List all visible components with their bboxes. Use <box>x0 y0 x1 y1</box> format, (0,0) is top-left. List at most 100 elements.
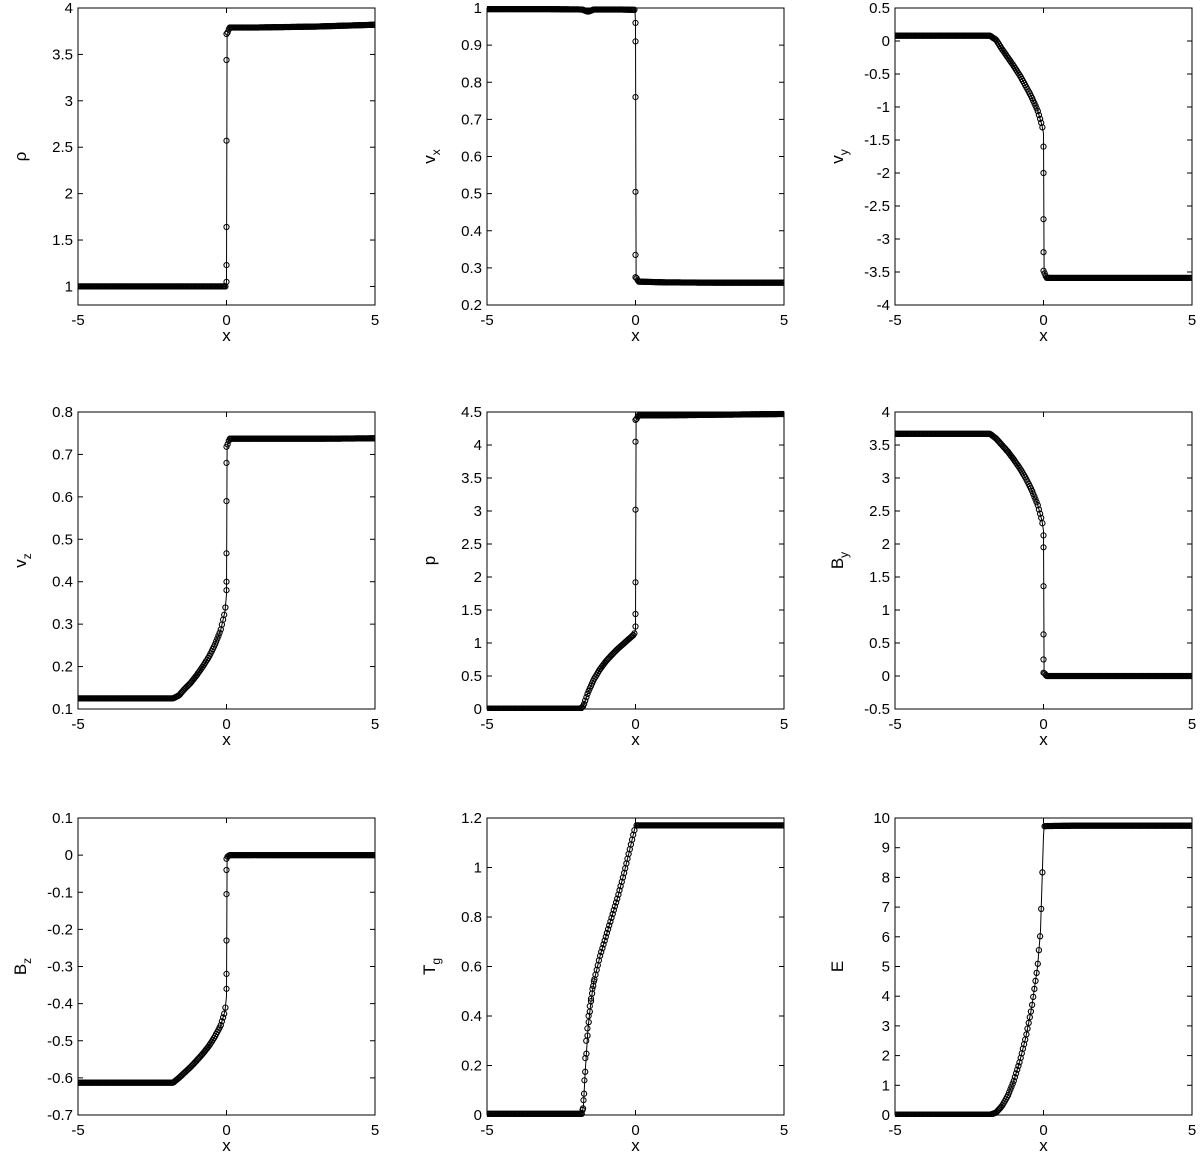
data-point <box>583 1037 590 1044</box>
series-line <box>78 437 375 699</box>
x-tick-label: -5 <box>71 716 84 733</box>
y-tick-label: 0 <box>882 668 890 685</box>
data-point <box>223 855 230 862</box>
data-point <box>1036 510 1044 517</box>
y-tick-label: 3 <box>474 503 482 520</box>
y-tick-label: 2 <box>882 1048 890 1065</box>
panel-p: -5 0 500.511.522.533.544.5xp <box>420 404 788 749</box>
data-point <box>223 443 230 450</box>
data-point <box>1036 115 1044 123</box>
panel-bz: -5 0 5 -0.7 -0.6 -0.5 -0.4 -0.3 -0.2 -0.1 0 0.1 x Bz <box>11 810 379 1155</box>
data-point <box>612 899 620 906</box>
y-axis-label: E <box>828 961 847 972</box>
data-point <box>219 1014 227 1021</box>
y-tick-label: 3.5 <box>461 470 482 487</box>
y-tick-label: 0.6 <box>461 959 482 976</box>
x-tick-label: -5 <box>480 1122 493 1139</box>
data-point <box>582 1055 589 1062</box>
y-tick-label: 0 <box>474 1107 482 1124</box>
data-point <box>223 30 230 38</box>
data-point <box>596 952 604 959</box>
series-line <box>78 24 375 287</box>
data-point <box>211 641 219 648</box>
data-point <box>1004 1091 1012 1099</box>
data-point <box>224 29 231 36</box>
data-point <box>611 903 619 910</box>
data-point <box>583 694 590 701</box>
x-tick-label: -5 <box>888 716 901 733</box>
y-tick-label: 0.3 <box>461 260 482 277</box>
y-tick-label: 0.2 <box>52 659 73 676</box>
y-tick-label: 0.5 <box>869 635 890 652</box>
data-point <box>1034 502 1041 509</box>
y-tick-label: 8 <box>882 869 890 886</box>
data-point <box>1035 506 1043 513</box>
y-tick-label: 3.5 <box>52 46 73 63</box>
data-point <box>1034 107 1041 115</box>
y-tick-label: 7 <box>882 899 890 916</box>
data-point <box>1012 1070 1020 1077</box>
series-line <box>487 8 784 284</box>
x-axis-label: x <box>222 326 231 345</box>
x-axis-label: x <box>631 1136 640 1155</box>
y-axis-label-subscript: g <box>429 958 443 965</box>
data-point <box>598 948 605 956</box>
x-tick-label: -5 <box>71 1122 84 1139</box>
y-tick-label: 3.5 <box>869 437 890 454</box>
y-tick-label: 0.8 <box>461 909 482 926</box>
x-tick-label: 5 <box>780 312 788 329</box>
y-tick-label: 0.1 <box>52 810 73 827</box>
y-tick-label: 0 <box>65 847 73 864</box>
x-tick-label: 5 <box>371 1122 379 1139</box>
y-tick-label: 3 <box>65 93 73 110</box>
data-point <box>606 922 613 929</box>
y-tick-label: 0.4 <box>461 223 482 240</box>
x-tick-label: 5 <box>780 1122 788 1139</box>
data-point <box>1032 496 1039 503</box>
y-tick-label: 4 <box>882 404 890 421</box>
data-point <box>1011 1073 1019 1081</box>
y-tick-label: -0.7 <box>47 1107 73 1124</box>
x-tick-label: 0 <box>631 312 639 329</box>
y-tick-label: 0.2 <box>461 1058 482 1075</box>
data-point <box>632 416 639 423</box>
data-point <box>218 1018 226 1025</box>
y-tick-label: 2.5 <box>461 536 482 553</box>
x-tick-label: 0 <box>631 716 639 733</box>
data-point <box>608 914 615 921</box>
x-tick-label: 0 <box>222 716 230 733</box>
data-point <box>1040 656 1047 663</box>
y-axis-label: ρ <box>11 152 30 162</box>
series-line <box>78 854 375 1084</box>
data-point <box>1035 111 1043 119</box>
y-tick-label: 1.2 <box>461 810 482 827</box>
panel-rho: -5 0 5 1 1.5 2 2.5 3 3.5 4 x ρ <box>11 0 379 345</box>
y-tick-label: 4.5 <box>461 404 482 421</box>
data-markers <box>895 822 1192 1117</box>
y-axis-label-subscript: z <box>20 958 34 964</box>
y-axis-label: vx <box>420 149 443 164</box>
x-tick-label: 0 <box>631 1122 639 1139</box>
plot-frame <box>486 817 785 1116</box>
data-point <box>602 933 609 940</box>
y-tick-label: 1 <box>474 635 482 652</box>
y-tick-label: 0.7 <box>461 111 482 128</box>
plot-area <box>487 410 784 711</box>
y-tick-label: 1 <box>882 602 890 619</box>
data-point <box>221 611 228 618</box>
y-tick-label: -0.2 <box>47 921 73 938</box>
x-tick-label: 0 <box>1039 1122 1047 1139</box>
plot-area <box>895 430 1192 680</box>
plot-area <box>487 6 784 286</box>
data-point <box>601 937 608 944</box>
y-tick-label: 3 <box>882 1018 890 1035</box>
data-point <box>1015 1062 1022 1070</box>
y-tick-label: -0.5 <box>47 1033 73 1050</box>
y-tick-label: -3 <box>877 231 890 248</box>
x-tick-label: 0 <box>222 1122 230 1139</box>
y-tick-label: 2.5 <box>52 139 73 156</box>
y-tick-label: 9 <box>882 840 890 857</box>
y-tick-label: 0.8 <box>461 74 482 91</box>
